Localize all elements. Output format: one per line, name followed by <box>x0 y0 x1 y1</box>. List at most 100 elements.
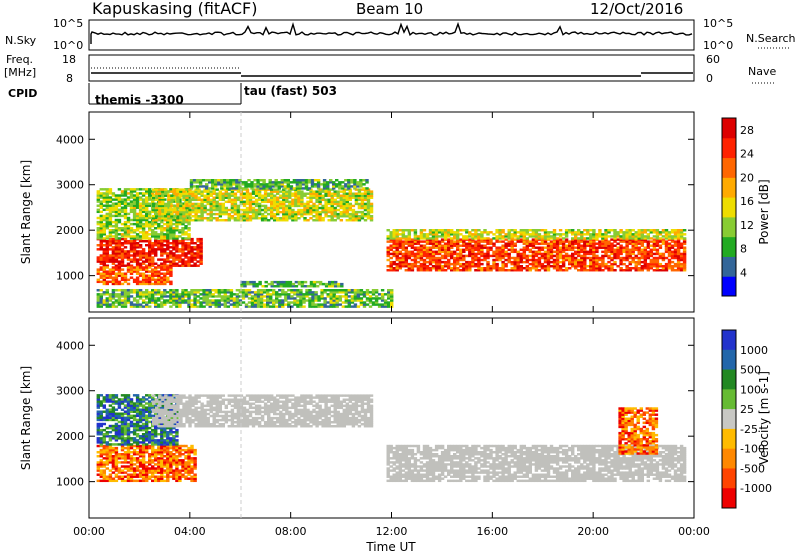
power-cell <box>682 265 687 268</box>
power-cell <box>172 227 176 230</box>
power-cell <box>348 196 353 199</box>
power-cell <box>504 233 508 236</box>
power-cell <box>157 293 161 296</box>
power-cell <box>318 200 322 204</box>
power-cell <box>345 206 350 210</box>
power-cell <box>96 295 101 298</box>
velocity-cell <box>99 453 104 456</box>
power-cell <box>108 212 113 216</box>
power-cell <box>661 256 666 260</box>
power-cell <box>251 212 256 216</box>
velocity-cell <box>111 465 116 468</box>
power-cell <box>200 208 204 212</box>
power-cell <box>274 183 278 186</box>
power-cell <box>631 250 635 254</box>
power-cell <box>468 238 472 241</box>
power-cell <box>558 242 563 245</box>
power-cell <box>190 237 194 241</box>
power-cell <box>330 215 334 218</box>
power-cell <box>229 179 233 182</box>
power-cell <box>492 267 496 270</box>
power-cell <box>276 208 280 212</box>
power-cell <box>357 198 362 202</box>
power-cell <box>540 254 545 258</box>
power-cell <box>108 192 113 195</box>
power-cell <box>360 202 365 206</box>
power-cell <box>135 299 140 302</box>
power-cell <box>276 190 280 193</box>
power-cell <box>196 289 200 292</box>
power-cell <box>531 265 536 268</box>
power-cell <box>342 212 347 216</box>
power-cell <box>604 250 608 254</box>
power-cell <box>363 198 368 202</box>
power-cell <box>114 220 119 224</box>
power-cell <box>145 204 149 207</box>
power-cell <box>148 262 152 265</box>
power-cell <box>117 262 122 265</box>
power-cell <box>443 231 448 234</box>
power-cell <box>419 267 424 270</box>
power-cell <box>616 231 620 234</box>
power-cell <box>200 204 204 208</box>
velocity-cell <box>135 459 140 462</box>
power-cell <box>655 242 660 245</box>
power-cell <box>616 256 620 260</box>
power-cell <box>501 244 505 247</box>
velocity-cell <box>141 479 146 483</box>
power-cell <box>339 212 344 216</box>
power-cell <box>209 194 213 197</box>
power-cell <box>574 267 578 270</box>
power-cell <box>462 250 466 254</box>
power-cell <box>108 208 113 212</box>
power-cell <box>540 252 545 256</box>
power-cell <box>386 240 390 243</box>
power-cell <box>145 289 149 292</box>
power-cell <box>510 242 514 245</box>
nave-label: Nave <box>748 65 776 78</box>
power-cell <box>339 202 344 206</box>
power-cell <box>193 289 197 292</box>
power-cell <box>634 248 638 252</box>
power-cell <box>158 217 162 220</box>
power-cell <box>114 246 119 249</box>
velocity-cell <box>135 457 140 460</box>
power-cell <box>230 190 235 193</box>
power-cell <box>151 192 155 195</box>
power-cell <box>664 240 669 243</box>
power-cell <box>270 285 274 288</box>
power-cell <box>123 206 128 209</box>
power-cell <box>141 233 146 236</box>
power-cell <box>531 258 536 262</box>
power-cell <box>270 204 274 208</box>
power-cell <box>264 285 268 288</box>
power-cell <box>132 270 137 273</box>
power-cell <box>236 204 241 208</box>
velocity-cell <box>135 444 140 448</box>
power-cell <box>105 222 110 226</box>
power-cell <box>294 210 298 214</box>
power-cell <box>270 198 274 202</box>
power-cell <box>649 260 654 264</box>
power-cell <box>334 285 338 288</box>
power-cell <box>114 218 119 222</box>
power-cell <box>601 244 605 247</box>
power-cell <box>360 200 365 204</box>
power-cell <box>206 200 210 204</box>
power-cell <box>138 268 143 271</box>
power-cell <box>422 254 427 258</box>
power-cell <box>504 235 508 238</box>
power-cell <box>227 215 232 218</box>
power-cell <box>413 248 418 252</box>
power-cell <box>274 181 278 184</box>
power-cell <box>356 305 361 308</box>
power-cell <box>598 242 602 245</box>
power-cell <box>294 219 298 222</box>
power-cell <box>247 293 252 296</box>
power-cell <box>160 280 164 284</box>
power-cell <box>401 254 406 258</box>
power-cell <box>99 303 104 306</box>
power-cell <box>297 196 301 199</box>
power-cell <box>434 235 439 238</box>
power-cell <box>601 265 605 268</box>
